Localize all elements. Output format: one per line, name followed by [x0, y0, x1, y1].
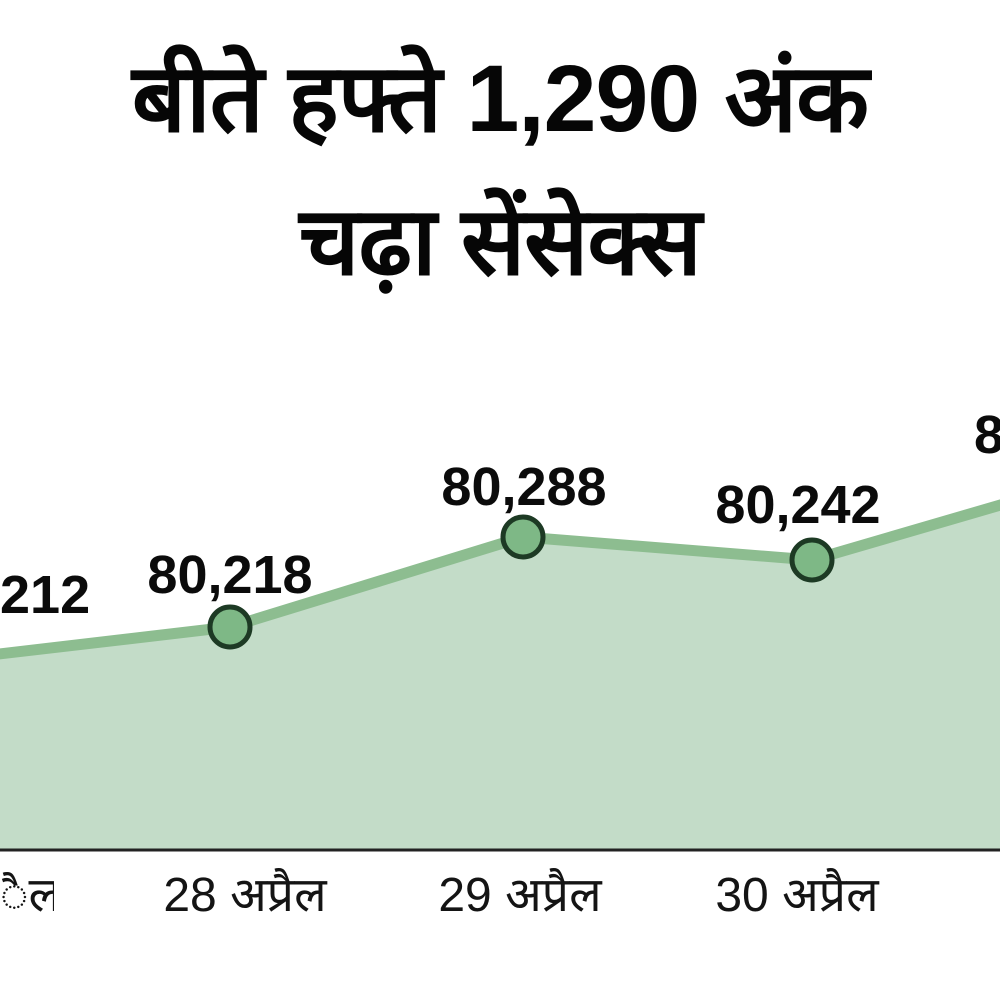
point-value-label: 8 — [974, 406, 1000, 464]
area-fill — [0, 505, 1000, 851]
x-axis-tick-label: ैल — [0, 869, 54, 922]
chart-title-line-1: बीते हफ्ते 1,290 अंक — [131, 46, 869, 152]
point-value-label: 80,242 — [715, 475, 881, 535]
x-axis-tick-label: 30 अप्रैल — [715, 869, 879, 922]
data-point-marker — [207, 604, 253, 650]
point-value-label: 80,288 — [441, 457, 607, 517]
data-point-markers — [207, 514, 835, 650]
point-value-label: 212 — [0, 566, 88, 624]
x-axis-tick-label: 29 अप्रैल — [438, 869, 602, 922]
data-point-marker — [789, 537, 835, 583]
x-axis-tick-label: 28 अप्रैल — [163, 869, 327, 922]
chart-title-line-2: चढ़ा सेंसेक्स — [299, 189, 702, 295]
data-point-marker — [500, 514, 546, 560]
chart-title: बीते हफ्ते 1,290 अंक चढ़ा सेंसेक्स — [0, 28, 1000, 314]
point-value-label: 80,218 — [147, 545, 313, 605]
